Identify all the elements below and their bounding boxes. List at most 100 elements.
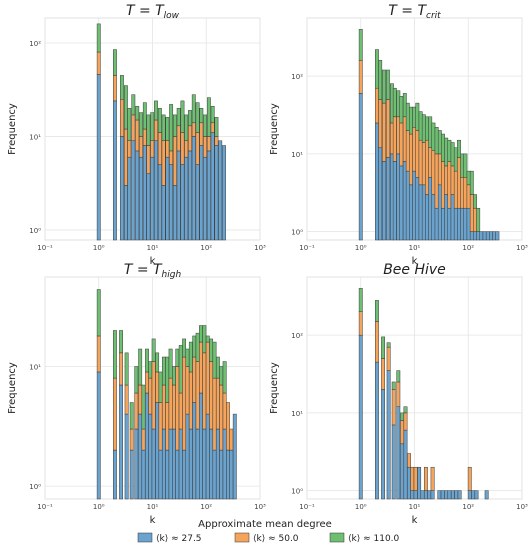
bar-segment-3 [120, 75, 124, 100]
bar-segment-2 [161, 384, 166, 430]
bar-segment-1 [437, 490, 442, 500]
bar-segment-3 [113, 49, 117, 76]
bar-segment-3 [412, 106, 417, 128]
bar-segment-1 [415, 177, 420, 241]
bar-segment-1 [113, 100, 117, 241]
x-tick-label: 10¹ [409, 503, 421, 511]
bar-segment-1 [206, 150, 211, 241]
bar-segment-3 [219, 366, 224, 386]
bar-segment-3 [123, 85, 128, 130]
bar-segment-2 [184, 140, 189, 158]
bar-segment-3 [141, 384, 146, 430]
x-tick-label: 10⁻¹ [299, 503, 315, 511]
chart-panel-2: 10⁻¹ 10⁰ 10¹ 10² 10³ 10⁰ 10¹ 10² T = Tcrit k Frequ… [269, 3, 528, 267]
bar-segment-1 [453, 207, 458, 241]
bar-segment-2 [182, 356, 187, 451]
bar-segment-1 [219, 449, 224, 500]
bar-segment-3 [469, 170, 474, 195]
bar-segment-3 [415, 102, 420, 131]
bar-segment-1 [474, 490, 479, 500]
bar-segment-3 [96, 23, 101, 53]
bar-segment-1 [184, 156, 189, 241]
bar-segment-3 [453, 147, 458, 172]
bar-segment-1 [471, 490, 476, 500]
bar-segment-3 [385, 69, 390, 100]
legend: Approximate mean degree ⟨k⟩ ≈ 27.5 ⟨k⟩ ≈… [137, 519, 400, 544]
bar-segment-3 [399, 96, 404, 124]
bar-segment-2 [134, 392, 139, 430]
bar-segment-2 [139, 136, 143, 158]
bar-segment-2 [127, 140, 132, 158]
bar-segment-2 [205, 341, 210, 415]
bar-segment-1 [212, 449, 217, 500]
bar-segment-3 [169, 104, 174, 152]
y-tick-label: 10¹ [29, 363, 41, 371]
bar-segment-2 [473, 207, 477, 232]
bar-segment-1 [203, 156, 208, 241]
bar-segment-2 [430, 466, 435, 491]
bar-segment-2 [124, 384, 129, 415]
y-tick-label: 10⁰ [29, 227, 41, 235]
bar-segment-1 [148, 413, 153, 500]
bar-segment-2 [378, 99, 383, 148]
bar-segment-2 [469, 194, 474, 232]
bar-segment-1 [412, 170, 417, 241]
bar-segment-1 [168, 428, 173, 500]
bar-segment-3 [151, 338, 156, 362]
x-axis-label: k [412, 515, 418, 526]
bar-segment-3 [124, 352, 129, 386]
bar-segment-1 [358, 93, 363, 241]
x-tick-label: 10² [462, 244, 474, 252]
bar-segment-3 [148, 361, 153, 379]
bar-segment-3 [400, 412, 405, 421]
bar-segment-1 [150, 156, 155, 241]
bar-segment-1 [199, 392, 203, 500]
bar-segment-3 [195, 102, 200, 133]
bar-segment-1 [120, 136, 124, 241]
bar-segment-2 [142, 128, 147, 146]
bar-segment-1 [437, 184, 442, 241]
bar-segment-2 [180, 132, 185, 165]
bar-segment-3 [154, 100, 158, 121]
bar-segment-3 [206, 97, 211, 137]
bar-segment-1 [119, 384, 123, 500]
bars [358, 288, 489, 500]
bar-segment-1 [405, 170, 410, 241]
bar-segment-3 [129, 402, 134, 430]
bar-segment-3 [134, 366, 139, 394]
bar-segment-2 [157, 132, 162, 165]
bar-segment-1 [191, 136, 196, 241]
bar-segment-1 [407, 466, 411, 500]
bar-segment-1 [467, 490, 472, 500]
bar-segment-1 [195, 428, 200, 500]
bar-segment-1 [176, 150, 181, 241]
bar-segment-1 [222, 428, 227, 500]
bar-segment-1 [485, 231, 490, 241]
legend-label-1: ⟨k⟩ ≈ 27.5 [156, 534, 202, 544]
y-tick-label: 10⁰ [29, 483, 41, 491]
bar-segment-1 [124, 413, 129, 500]
bar-segment-3 [215, 356, 220, 379]
bar-segment-3 [358, 29, 363, 61]
bar-segment-1 [158, 449, 163, 500]
bar-segment-2 [169, 150, 174, 165]
bar-segment-3 [161, 114, 166, 141]
bar-segment-1 [447, 207, 452, 241]
bar-segment-2 [418, 139, 423, 186]
bar-segment-3 [180, 100, 185, 133]
bar-segment-1 [476, 231, 481, 241]
bar-segment-2 [175, 366, 180, 451]
bar-segment-1 [457, 490, 462, 500]
bar-segment-2 [375, 87, 379, 124]
bar-segment-1 [479, 231, 484, 241]
bar-segment-2 [206, 136, 211, 152]
bar-segment-1 [425, 194, 429, 241]
bar-segment-1 [447, 490, 452, 500]
bar-segment-2 [210, 122, 215, 133]
bar-segment-2 [226, 402, 230, 451]
bar-segment-1 [450, 490, 455, 500]
bar-segment-3 [157, 108, 162, 133]
bar-segment-3 [146, 114, 151, 146]
bar-segment-1 [434, 207, 439, 241]
bar-segment-3 [463, 153, 468, 178]
